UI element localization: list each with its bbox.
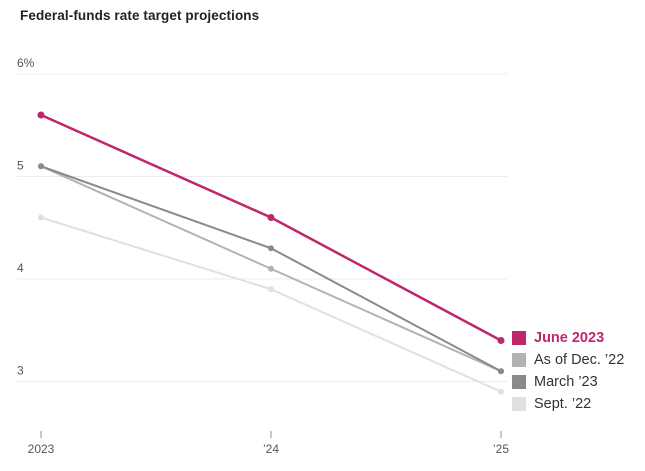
data-point-june-2023: [497, 337, 505, 344]
legend-item-june-2023: June 2023: [512, 329, 624, 346]
legend-label: Sept. ’22: [534, 395, 592, 412]
y-axis-label: 3: [17, 364, 24, 378]
legend-item-as-of-dec-22: As of Dec. ’22: [512, 351, 624, 368]
y-axis-label: 5: [17, 159, 24, 173]
y-axis-label: 4: [17, 261, 24, 275]
legend-label: June 2023: [534, 329, 605, 346]
x-axis-label: 2023: [28, 442, 55, 456]
chart-title: Federal-funds rate target projections: [20, 8, 260, 23]
chart-legend: June 2023 As of Dec. ’22 March ’23 Sept. ’2…: [512, 329, 624, 417]
x-axis-label: ’24: [263, 442, 279, 456]
data-point-march-23: [268, 245, 274, 252]
data-point-as-of-dec-22: [268, 265, 274, 272]
legend-swatch-icon: [512, 374, 526, 389]
data-point-june-2023: [37, 111, 45, 119]
series-line-june-2023: [39, 113, 503, 342]
legend-item-march-23: March ’23: [512, 373, 624, 390]
y-axis-label: 6%: [17, 56, 35, 70]
data-point-march-23: [498, 368, 504, 375]
data-point-sept-22: [268, 286, 274, 293]
data-point-march-23: [38, 163, 44, 170]
legend-swatch-icon: [512, 330, 526, 345]
legend-swatch-icon: [512, 396, 526, 411]
legend-swatch-icon: [512, 352, 526, 367]
data-point-sept-22: [38, 214, 44, 221]
legend-label: March ’23: [534, 373, 598, 390]
legend-label: As of Dec. ’22: [534, 351, 625, 368]
x-axis-label: ’25: [493, 442, 509, 456]
data-point-june-2023: [267, 214, 275, 221]
data-point-sept-22: [498, 388, 504, 395]
legend-item-sept-22: Sept. ’22: [512, 395, 624, 412]
